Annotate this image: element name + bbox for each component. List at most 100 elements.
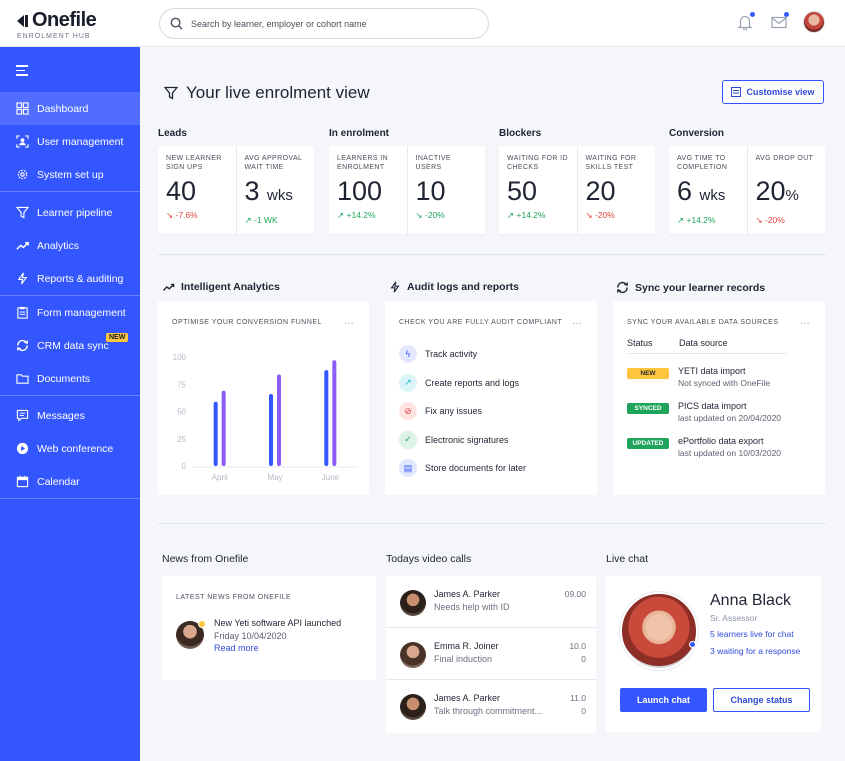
stat-card: WAITING FOR ID CHECKS 50 ↗ +14.2% WAITIN… [499,146,655,234]
sidebar-item-form-management[interactable]: Form management [0,296,140,329]
stat-value: 50 [507,176,538,206]
analytics-section-title: Intelligent Analytics [162,281,280,293]
trend-icon: ↗ [399,373,417,392]
user-frame-icon [16,135,29,148]
sidebar-item-label: Learner pipeline [37,206,113,219]
search-box[interactable] [159,8,489,39]
news-item[interactable]: New Yeti software API launched Friday 10… [176,617,376,655]
stat-group-title: In enrolment [329,128,390,139]
learners-live-link[interactable]: 5 learners live for chat [710,629,794,639]
stat-value: 40 [166,176,197,206]
news-panel: LATEST NEWS FROM ONEFILE New Yeti softwa… [162,576,376,680]
funnel-icon [16,206,29,219]
audit-item[interactable]: ▤ Store documents for later [399,454,597,483]
sidebar-item-calendar[interactable]: Calendar [0,465,140,498]
stat-group-title: Leads [158,128,187,139]
chart-bar [324,370,329,466]
sidebar-item-reports-auditing[interactable]: Reports & auditing [0,262,140,295]
stat-label: WAITING FOR SKILLS TEST [585,155,637,171]
stat-value: 20 [755,176,786,206]
conversion-funnel-chart: 0 25 50 75 100 April May June [173,353,358,482]
stat-delta: ↗ +14.2% [677,215,716,225]
audit-item[interactable]: ✓ Electronic signatures [399,426,597,455]
read-more-link[interactable]: Read more [214,643,259,653]
sync-row[interactable]: UPDATED ePortfolio data export last update… [627,435,811,459]
y-tick-label: 0 [182,462,187,471]
sidebar-item-messages[interactable]: Messages [0,399,140,432]
arrow-up-icon: ↗ [337,210,345,220]
data-source-status: last updated on 10/03/2020 [678,448,782,458]
video-call-item[interactable]: Emma R. Joiner Final induction 10.0 0 [386,628,596,680]
arrow-up-icon: ↗ [244,215,252,225]
audit-item[interactable]: ↗ Create reports and logs [399,369,597,398]
more-options-icon[interactable]: … [344,316,355,327]
sync-row[interactable]: SYNCED PICS data import last updated on 20… [627,400,811,424]
sync-icon [16,339,29,352]
audit-item[interactable]: ϟ Track activity [399,340,597,369]
stat-new-learner-sign-ups: NEW LEARNER SIGN UPS 40 ↘ -7.6% [158,146,236,234]
status-badge: UPDATED [627,438,669,449]
layout-icon [731,87,742,97]
stat-label: NEW LEARNER SIGN UPS [166,155,222,171]
messages-button[interactable] [769,12,789,32]
data-source-name: PICS data import [678,401,747,411]
sidebar-item-label: Web conference [37,442,114,455]
sync-table: Status Data source NEW YETI data import No… [613,326,825,459]
funnel-icon [164,86,178,100]
brand-name: Onefile [32,9,97,31]
sidebar-item-documents[interactable]: Documents [0,362,140,395]
caller-name: Emma R. Joiner [434,641,499,651]
stat-group-conversion: Conversion AVG TIME TO COMPLETION 6 wks … [669,128,825,234]
arrow-down-icon: ↘ [166,210,174,220]
check-icon: ✓ [399,430,417,449]
sidebar-item-dashboard[interactable]: Dashboard [0,92,140,125]
sidebar-item-web-conference[interactable]: Web conference [0,432,140,465]
sidebar-item-user-management[interactable]: User management [0,125,140,158]
stat-group-blockers: Blockers WAITING FOR ID CHECKS 50 ↗ +14.… [499,128,655,234]
notifications-button[interactable] [735,12,755,32]
news-section-title: News from Onefile [162,553,249,565]
logo[interactable]: Onefile ENROLMENT HUB [16,9,97,40]
video-call-item[interactable]: James A. Parker Needs help with ID 09.00 [386,576,596,628]
menu-toggle-icon[interactable] [16,65,28,79]
y-tick-label: 50 [177,408,186,417]
search-input[interactable] [191,18,471,29]
sidebar-item-learner-pipeline[interactable]: Learner pipeline [0,196,140,229]
stat-value: 3 [244,176,260,206]
audit-item[interactable]: ⊘ Fix any issues [399,397,597,426]
waiting-response-link[interactable]: 3 waiting for a response [710,646,801,656]
sidebar-item-crm-data-sync[interactable]: CRM data sync NEW [0,329,140,362]
page-title: Your live enrolment view [164,83,370,103]
launch-chat-button[interactable]: Launch chat [620,688,707,712]
assessor-name: Anna Black [710,592,791,609]
stat-label: WAITING FOR ID CHECKS [507,155,568,171]
more-options-icon[interactable]: … [800,316,811,327]
change-status-button[interactable]: Change status [713,688,810,712]
sidebar-item-label: Reports & auditing [37,272,124,285]
customise-view-button[interactable]: Customise view [722,80,824,104]
stat-avg-time-to-completion: AVG TIME TO COMPLETION 6 wks ↗ +14.2% [669,146,747,234]
video-call-item[interactable]: James A. Parker Talk through commitment..… [386,680,596,732]
stat-delta: ↘ -7.6% [166,210,198,220]
sidebar-item-analytics[interactable]: Analytics [0,229,140,262]
blocked-icon: ⊘ [399,402,417,421]
notification-dot [750,12,755,17]
trend-icon [162,283,175,291]
user-avatar[interactable] [803,11,825,33]
sidebar-item-system-set-up[interactable]: System set up [0,158,140,191]
caller-avatar [400,694,426,720]
caller-name: James A. Parker [434,589,501,599]
x-tick-label: May [267,473,282,482]
stat-label: AVG DROP OUT [755,155,814,162]
more-options-icon[interactable]: … [572,316,583,327]
audit-item-label: Create reports and logs [425,377,520,388]
audit-item-label: Track activity [425,349,478,360]
stat-delta: ↘ -20% [415,210,445,220]
video-calls-panel: James A. Parker Needs help with ID 09.00 Em… [386,576,596,733]
data-source-status: last updated on 20/04/2020 [678,413,782,423]
stat-card: AVG TIME TO COMPLETION 6 wks ↗ +14.2% AV… [669,146,825,234]
assessor-role: Sr. Assessor [710,613,758,623]
arrow-down-icon: ↘ [755,215,763,225]
stat-waiting-for-skills-test: WAITING FOR SKILLS TEST 20 ↘ -20% [576,146,656,234]
sync-row[interactable]: NEW YETI data import Not synced with OneFi… [627,365,811,389]
